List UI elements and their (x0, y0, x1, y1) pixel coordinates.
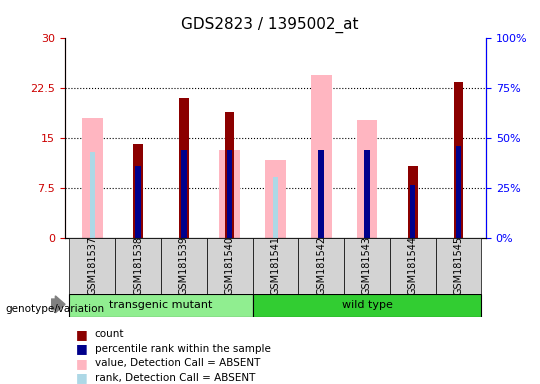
FancyBboxPatch shape (253, 238, 298, 294)
FancyBboxPatch shape (390, 238, 436, 294)
Text: GSM181538: GSM181538 (133, 237, 143, 295)
Text: ■: ■ (76, 328, 87, 341)
Bar (219, 150, 240, 238)
FancyBboxPatch shape (69, 294, 253, 317)
Text: ■: ■ (76, 342, 87, 355)
FancyBboxPatch shape (344, 238, 390, 294)
Bar (410, 185, 415, 238)
Text: value, Detection Call = ABSENT: value, Detection Call = ABSENT (94, 358, 260, 368)
Text: GDS2823 / 1395002_at: GDS2823 / 1395002_at (181, 17, 359, 33)
Bar (133, 144, 143, 238)
Bar (179, 98, 188, 238)
Text: genotype/variation: genotype/variation (5, 304, 105, 314)
Bar (454, 82, 463, 238)
Bar (82, 118, 103, 238)
FancyBboxPatch shape (115, 238, 161, 294)
Bar (364, 150, 370, 238)
Text: percentile rank within the sample: percentile rank within the sample (94, 344, 271, 354)
Text: transgenic mutant: transgenic mutant (109, 300, 213, 310)
Text: GSM181545: GSM181545 (454, 237, 463, 295)
Bar (408, 166, 417, 238)
Bar (90, 152, 95, 238)
Text: GSM181542: GSM181542 (316, 237, 326, 295)
FancyBboxPatch shape (207, 238, 253, 294)
Bar (456, 146, 461, 238)
Text: wild type: wild type (341, 300, 393, 310)
Text: ■: ■ (76, 357, 87, 370)
Bar (273, 177, 278, 238)
Text: GSM181543: GSM181543 (362, 237, 372, 295)
FancyBboxPatch shape (298, 238, 344, 294)
Text: count: count (94, 329, 124, 339)
Bar (310, 75, 332, 238)
Bar (181, 150, 187, 238)
Bar (227, 150, 232, 238)
Bar (319, 150, 324, 238)
Bar (356, 119, 377, 238)
FancyBboxPatch shape (436, 238, 482, 294)
Text: ■: ■ (76, 371, 87, 384)
FancyBboxPatch shape (253, 294, 482, 317)
Text: GSM181544: GSM181544 (408, 237, 418, 295)
Bar (265, 159, 286, 238)
Text: rank, Detection Call = ABSENT: rank, Detection Call = ABSENT (94, 373, 255, 383)
Text: GSM181541: GSM181541 (271, 237, 280, 295)
FancyBboxPatch shape (161, 238, 207, 294)
Text: GSM181537: GSM181537 (87, 237, 97, 295)
Text: GSM181539: GSM181539 (179, 237, 189, 295)
Bar (136, 166, 141, 238)
FancyArrow shape (51, 296, 65, 313)
FancyBboxPatch shape (69, 238, 115, 294)
Bar (225, 112, 234, 238)
Text: GSM181540: GSM181540 (225, 237, 234, 295)
